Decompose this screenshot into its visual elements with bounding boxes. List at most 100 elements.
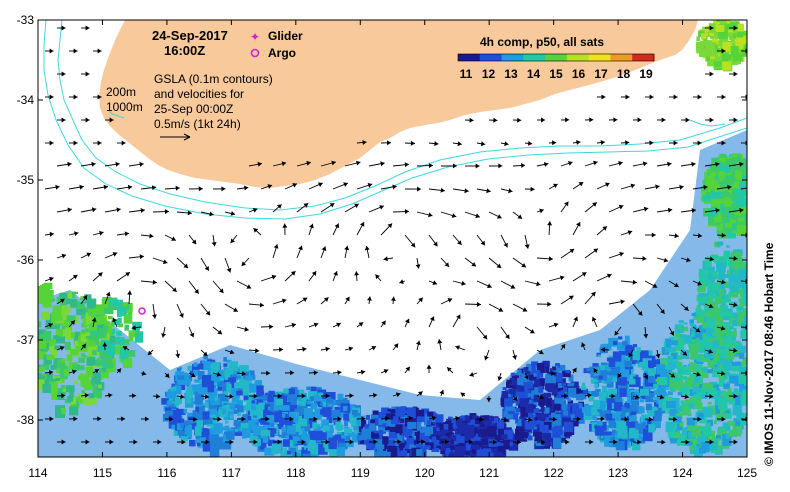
sst-patch <box>268 390 275 396</box>
sst-patch <box>192 413 202 423</box>
velocity-arrow <box>680 161 696 167</box>
velocity-arrow <box>152 303 157 319</box>
sst-patch <box>692 386 702 393</box>
sst-patch <box>493 417 499 423</box>
sst-patch <box>474 440 481 448</box>
velocity-arrow <box>536 208 544 214</box>
sst-patch <box>114 337 125 345</box>
sst-patch <box>538 400 546 406</box>
velocity-arrow <box>455 345 466 351</box>
velocity-arrow <box>593 367 598 374</box>
velocity-arrow <box>729 71 738 77</box>
velocity-arrow <box>536 439 546 445</box>
sst-patch <box>239 379 249 391</box>
sst-patch <box>237 405 244 413</box>
velocity-arrow <box>164 372 170 379</box>
sst-patch <box>730 46 739 55</box>
sst-patch <box>688 403 695 409</box>
sst-patch <box>55 328 63 337</box>
sst-patch <box>267 439 275 447</box>
sst-patch <box>353 428 360 436</box>
sst-patch <box>180 436 188 442</box>
velocity-arrow <box>188 280 200 294</box>
sst-patch <box>38 339 47 350</box>
sst-patch <box>315 423 321 428</box>
sst-patch <box>486 415 493 424</box>
sst-patch <box>450 435 457 441</box>
velocity-arrow <box>81 71 90 77</box>
sst-patch <box>595 389 601 397</box>
velocity-arrow <box>380 184 397 190</box>
sst-patch <box>456 418 463 427</box>
sst-patch <box>171 424 178 430</box>
velocity-arrow <box>488 257 502 269</box>
velocity-arrow <box>272 204 282 213</box>
sst-patch <box>166 402 175 410</box>
sst-patch <box>218 376 226 382</box>
velocity-arrow <box>161 326 166 338</box>
sst-patch <box>337 393 344 400</box>
velocity-arrow <box>740 187 747 190</box>
velocity-arrow <box>230 234 238 244</box>
sst-patch <box>351 433 361 443</box>
velocity-scale-label: 0.5m/s (1kt 24h) <box>154 117 241 131</box>
sst-patch <box>472 415 479 420</box>
sst-patch <box>708 271 718 280</box>
sst-patch <box>714 330 721 336</box>
sst-patch <box>382 423 387 428</box>
sst-patch <box>562 386 569 395</box>
sst-patch <box>67 292 73 299</box>
sst-patch <box>60 372 68 380</box>
sst-patch <box>711 162 716 168</box>
sst-patch <box>197 442 201 447</box>
sst-patch <box>87 308 95 316</box>
sst-patch <box>102 297 112 310</box>
sst-patch <box>400 418 405 423</box>
sst-patch <box>716 157 720 161</box>
sst-patch <box>246 423 253 431</box>
sst-patch <box>631 373 636 377</box>
sst-patch <box>542 360 550 367</box>
velocity-arrow <box>188 234 197 245</box>
velocity-arrow <box>140 370 147 376</box>
sst-patch <box>620 366 630 380</box>
velocity-arrow <box>596 182 610 190</box>
sst-patch <box>385 426 390 431</box>
sst-patch <box>134 330 140 335</box>
velocity-arrow <box>655 349 661 359</box>
velocity-arrow <box>153 439 162 445</box>
velocity-arrow <box>44 370 54 375</box>
sst-patch <box>593 367 601 376</box>
colorbar-outline <box>457 53 655 62</box>
sst-patch <box>134 331 144 343</box>
velocity-arrow <box>536 394 544 400</box>
sst-patch <box>732 422 738 427</box>
velocity-arrow <box>614 326 622 336</box>
sst-patch <box>725 339 729 343</box>
sst-patch <box>109 299 120 306</box>
sst-patch <box>124 358 133 367</box>
sst-patch <box>739 385 747 393</box>
sst-patch <box>533 394 539 402</box>
velocity-arrow <box>572 367 577 374</box>
sst-patch <box>734 395 743 407</box>
sst-patch <box>80 296 85 299</box>
sst-patch <box>704 27 713 37</box>
velocity-arrow <box>104 291 111 305</box>
sst-patch <box>624 360 633 368</box>
sst-patch <box>721 53 728 62</box>
sst-patch <box>716 367 722 373</box>
sst-patch <box>551 387 558 396</box>
sst-patch <box>595 424 604 436</box>
sst-patch <box>740 44 747 57</box>
sst-patch <box>718 373 724 379</box>
sst-patch <box>433 427 441 436</box>
sst-patch <box>612 413 621 419</box>
velocity-arrow <box>249 439 258 445</box>
velocity-arrow <box>80 294 88 305</box>
velocity-arrow <box>260 324 274 330</box>
sst-patch <box>508 438 519 451</box>
velocity-arrow <box>426 364 432 373</box>
velocity-arrow <box>645 232 656 238</box>
colorbar-segment <box>610 54 633 61</box>
